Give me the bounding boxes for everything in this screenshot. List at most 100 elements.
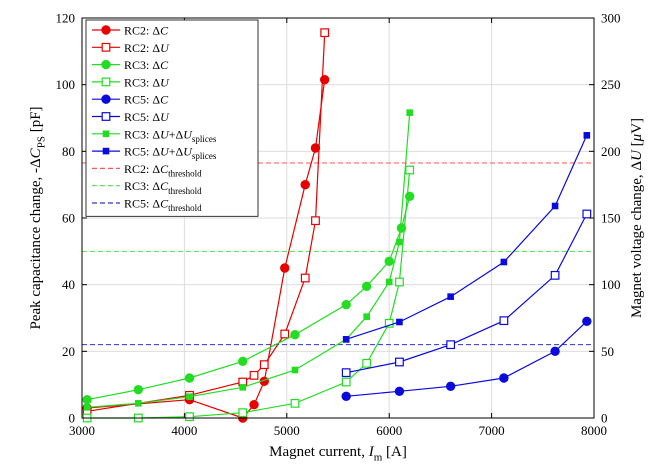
data-point-5-3 xyxy=(499,316,509,326)
data-point-1-7 xyxy=(311,216,320,226)
series-3 xyxy=(82,165,415,423)
y2-tick-label-1: 50 xyxy=(601,344,614,359)
legend-box xyxy=(85,19,259,217)
series-2 xyxy=(82,191,415,405)
data-point-4-2 xyxy=(445,381,456,392)
y2-axis-title: Magnet voltage change, ΔU [μV] xyxy=(629,118,645,318)
series-line-4 xyxy=(346,320,588,397)
data-point-2-6 xyxy=(361,281,372,292)
data-point-6-8 xyxy=(396,238,403,246)
series-group xyxy=(82,28,592,423)
data-point-2-0 xyxy=(82,394,92,405)
y-tick-label-2: 40 xyxy=(62,277,75,292)
x-tick-label-5: 8000 xyxy=(581,423,607,438)
data-point-3-6 xyxy=(362,358,372,368)
data-point-2-4 xyxy=(290,329,300,340)
data-point-6-1 xyxy=(135,400,142,407)
data-point-0-5 xyxy=(280,263,290,273)
data-point-6-7 xyxy=(385,278,393,286)
legend-entry-6: RC3: ΔU+ΔUsplices xyxy=(92,127,217,144)
series-4 xyxy=(341,316,592,402)
y-tick-label-4: 80 xyxy=(62,144,75,159)
legend-entry-1: RC2: ΔU xyxy=(92,41,170,55)
x-tick-label-3: 6000 xyxy=(376,423,402,438)
legend-marker-7 xyxy=(102,147,110,155)
series-line-5 xyxy=(346,213,588,374)
data-point-2-5 xyxy=(341,299,351,310)
legend-marker-0 xyxy=(101,25,111,35)
data-point-7-4 xyxy=(551,202,559,210)
y-tick-label-3: 60 xyxy=(62,211,75,226)
legend-label-0: RC2: ΔC xyxy=(124,24,169,38)
data-point-5-5 xyxy=(582,209,592,219)
legend-entry-5: RC5: ΔU xyxy=(92,110,170,124)
legend-entry-8: RC2: ΔCthreshold xyxy=(92,162,202,179)
data-point-4-0 xyxy=(341,391,351,402)
x-tick-label-0: 3000 xyxy=(69,423,95,438)
data-point-2-3 xyxy=(238,356,248,367)
data-point-5-2 xyxy=(446,340,456,350)
data-point-7-3 xyxy=(500,258,508,266)
data-point-2-1 xyxy=(133,384,144,395)
data-point-5-1 xyxy=(395,357,404,367)
series-line-3 xyxy=(87,169,411,419)
data-point-3-3 xyxy=(238,408,248,418)
legend-marker-5 xyxy=(101,112,111,121)
y-tick-label-1: 20 xyxy=(62,344,75,359)
series-line-7 xyxy=(346,135,588,340)
data-point-1-4 xyxy=(259,360,269,370)
x-tick-label-4: 7000 xyxy=(479,423,505,438)
legend-entry-3: RC3: ΔU xyxy=(92,75,170,89)
x-tick-label-1: 4000 xyxy=(171,423,197,438)
data-point-3-7 xyxy=(384,318,394,328)
y-tick-label-6: 120 xyxy=(56,11,76,26)
y2-tick-label-3: 150 xyxy=(601,211,621,226)
x-axis-title: Magnet current, Im [A] xyxy=(269,444,407,464)
legend-label-1: RC2: ΔU xyxy=(124,41,170,55)
x-tick-label-2: 5000 xyxy=(274,423,300,438)
legend-label-7: RC5: ΔU+ΔUsplices xyxy=(124,145,217,162)
data-point-6-0 xyxy=(83,404,91,411)
data-point-2-2 xyxy=(184,373,195,383)
y2-tick-label-5: 250 xyxy=(601,77,621,92)
legend-marker-2 xyxy=(101,59,111,70)
legend-label-2: RC3: ΔC xyxy=(124,58,169,72)
data-point-7-2 xyxy=(447,293,454,300)
data-point-0-6 xyxy=(300,179,310,190)
legend-marker-6 xyxy=(102,130,110,138)
data-point-3-5 xyxy=(341,377,351,387)
series-7 xyxy=(342,132,591,343)
data-point-7-0 xyxy=(342,336,350,343)
legend-entry-9: RC3: ΔCthreshold xyxy=(92,179,202,196)
y2-tick-label-4: 200 xyxy=(601,144,621,159)
data-point-3-2 xyxy=(185,412,194,422)
data-point-1-6 xyxy=(300,273,310,283)
legend-label-8: RC2: ΔCthreshold xyxy=(124,162,202,179)
data-point-6-3 xyxy=(239,384,247,391)
data-point-4-4 xyxy=(550,346,560,357)
data-point-1-8 xyxy=(320,28,330,38)
legend-entry-0: RC2: ΔC xyxy=(92,24,169,38)
legend-marker-3 xyxy=(101,77,111,87)
legend-marker-1 xyxy=(101,42,111,52)
y2-tick-label-0: 0 xyxy=(601,411,608,426)
ticks: 3000 4000 5000 6000 7000 80000204060801001200… xyxy=(56,11,621,439)
y2-tick-label-6: 300 xyxy=(601,11,621,26)
data-point-2-7 xyxy=(384,256,394,267)
data-point-7-5 xyxy=(583,132,591,139)
legend-label-3: RC3: ΔU xyxy=(124,75,170,89)
data-point-4-1 xyxy=(394,386,405,397)
data-point-0-3 xyxy=(249,399,259,410)
axis-titles: Magnet current, Im [A] Peak capacitance c… xyxy=(28,106,645,463)
legend-label-10: RC5: ΔCthreshold xyxy=(124,197,202,214)
legend-entry-2: RC3: ΔC xyxy=(92,58,169,72)
legend-marker-4 xyxy=(101,94,111,104)
data-point-5-0 xyxy=(341,368,351,378)
data-point-1-3 xyxy=(249,370,259,380)
legend-entry-7: RC5: ΔU+ΔUsplices xyxy=(92,145,217,162)
data-point-5-4 xyxy=(550,270,560,280)
data-point-6-2 xyxy=(186,393,193,400)
legend-label-9: RC3: ΔCthreshold xyxy=(124,179,202,196)
data-point-3-9 xyxy=(405,165,415,175)
